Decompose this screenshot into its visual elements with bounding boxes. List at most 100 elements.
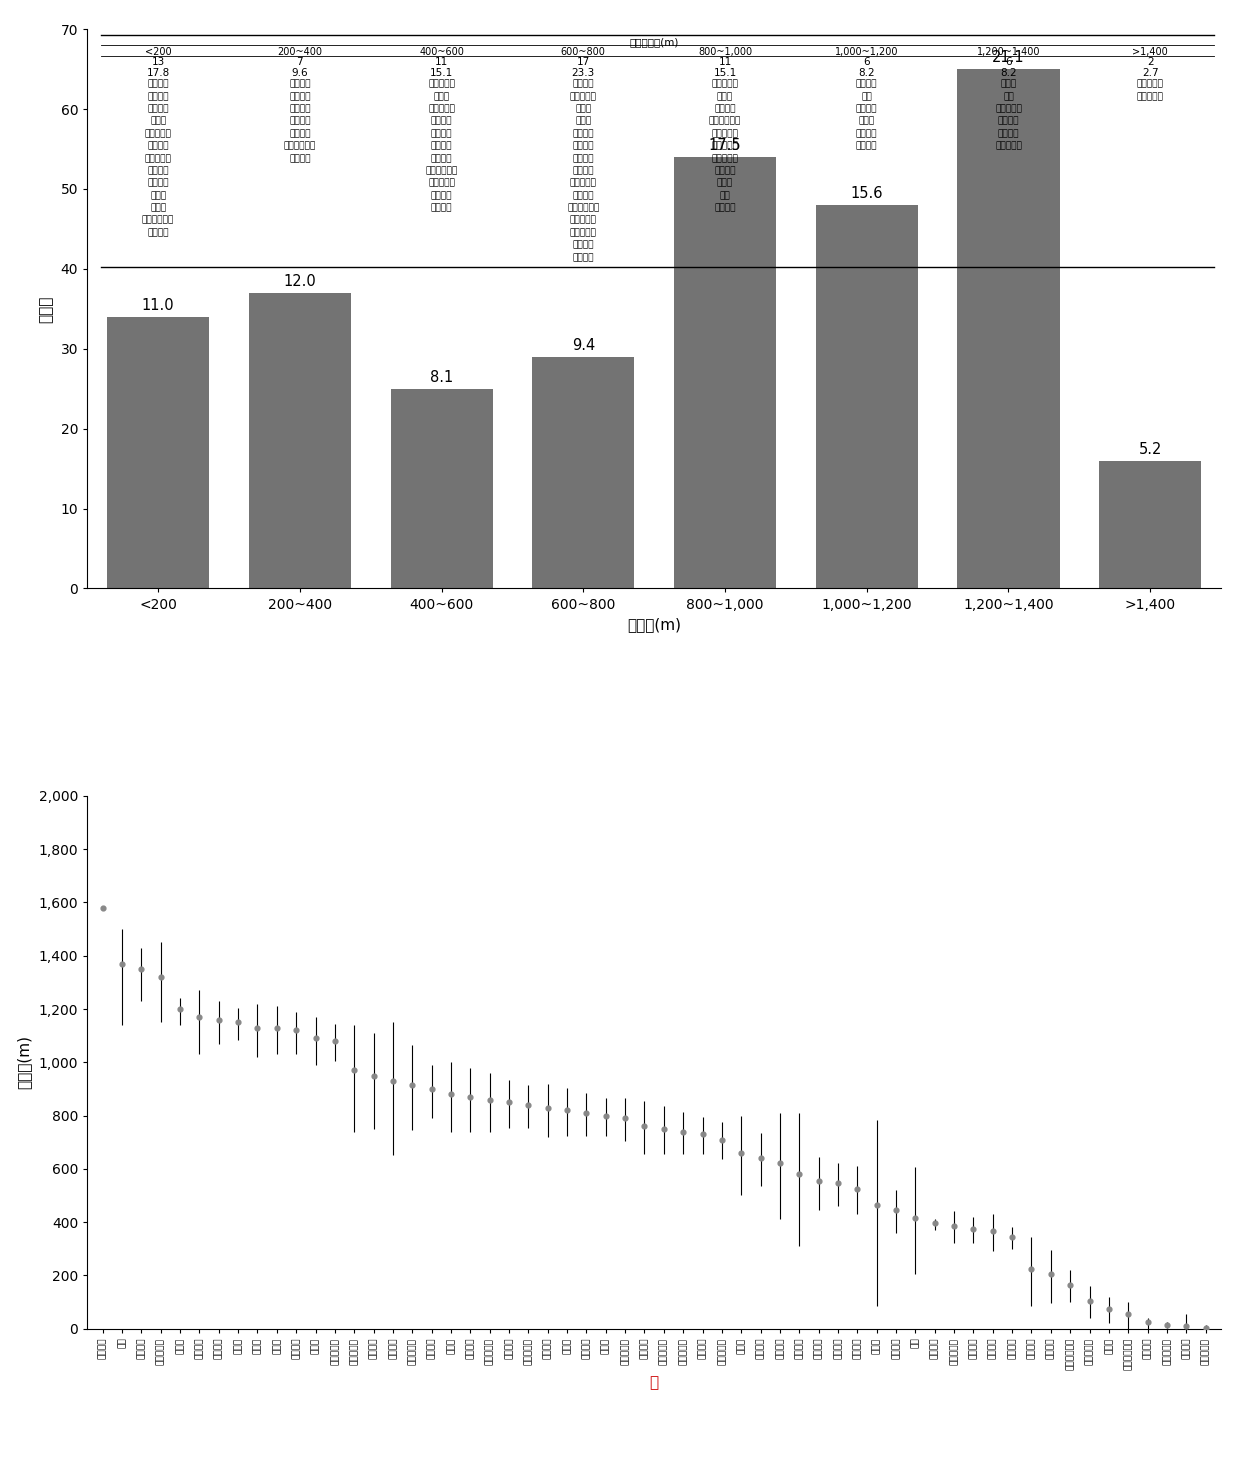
Point [673,1120,693,1143]
Text: 21.1: 21.1 [992,50,1024,66]
Point [1118,1302,1138,1326]
Text: 들메나무: 들메나무 [856,79,877,89]
Text: 신갈나무: 신갈나무 [714,104,736,114]
Text: 후박나무: 후박나무 [147,166,169,175]
Text: 구상나무: 구상나무 [856,128,877,139]
Point [1176,1315,1196,1339]
Text: 단발수: 단발수 [150,203,166,212]
Text: 6: 6 [863,57,870,67]
Point [634,1114,654,1137]
Text: 물황철나무: 물황철나무 [711,128,739,139]
Text: 2.7: 2.7 [1141,69,1159,79]
Text: 17: 17 [577,57,589,67]
Point [364,1064,384,1088]
Text: 구실잋밤나무: 구실잋밤나무 [284,142,316,150]
Y-axis label: 개체수: 개체수 [39,295,54,323]
Point [518,1094,538,1117]
Point [402,1073,422,1096]
Text: 졸참: 졸참 [861,92,872,101]
Point [538,1096,558,1120]
Text: 8.2: 8.2 [1001,69,1017,79]
Text: 5.2: 5.2 [1139,442,1163,457]
Text: >1,400: >1,400 [1133,47,1168,57]
Text: 갈참나무: 갈참나무 [147,142,169,150]
Text: 중국굴피: 중국굴피 [431,117,452,126]
Point [171,997,191,1021]
Point [131,958,151,981]
Point [654,1117,674,1140]
Text: 아광나무: 아광나무 [998,117,1019,126]
Text: 성갓나무: 성갓나무 [289,79,310,89]
Point [731,1142,751,1165]
Text: 팔배나무: 팔배나무 [572,253,594,261]
Text: 솔송나무: 솔송나무 [289,92,310,101]
Text: 23.3: 23.3 [572,69,594,79]
Text: 9.4: 9.4 [572,337,594,353]
Text: 9.6: 9.6 [292,69,308,79]
Text: 쪽버들: 쪽버들 [576,104,592,114]
Point [421,1077,441,1101]
Point [596,1104,616,1127]
Text: 비드나무: 비드나무 [431,142,452,150]
Text: 가래나무: 가래나무 [572,191,594,200]
Point [577,1101,597,1124]
Text: 검식나무: 검식나무 [147,228,169,237]
Point [770,1152,790,1175]
Text: 1,200~1,400: 1,200~1,400 [977,47,1040,57]
Text: 8.2: 8.2 [858,69,875,79]
Text: 섬볳나무: 섬볳나무 [572,153,594,164]
Bar [390,388,492,588]
Point [925,1212,944,1235]
Text: 사스래나무: 사스래나무 [1136,92,1164,101]
Text: 11: 11 [435,57,449,67]
Text: 굴피나무: 굴피나무 [289,128,310,139]
Text: 13: 13 [152,57,164,67]
Point [750,1146,770,1169]
Text: 박달나무: 박달나무 [572,128,594,139]
Point [983,1219,1003,1242]
Point [1099,1296,1119,1320]
Text: 물무레나무: 물무레나무 [569,92,597,101]
Text: 모밀잋밤나무: 모밀잋밤나무 [142,216,174,225]
Point [1002,1225,1022,1248]
Text: 참가시나무: 참가시나무 [429,178,455,187]
Text: 11.0: 11.0 [142,298,174,312]
Text: 물박달나무: 물박달나무 [996,142,1022,150]
Text: 말채나무: 말채나무 [147,79,169,89]
Text: 푸조나무: 푸조나무 [289,153,310,164]
Text: 15.6: 15.6 [851,185,883,201]
Point [112,952,132,975]
Text: 굴의달채나무: 굴의달채나무 [709,117,741,126]
Text: 상수리나무: 상수리나무 [145,128,172,139]
Text: 복장나무: 복장나무 [856,142,877,150]
Text: 난티나무: 난티나무 [572,142,594,150]
Text: 6: 6 [1006,57,1012,67]
Point [963,1218,983,1241]
Text: <200: <200 [145,47,172,57]
Text: 참볳살나무: 참볳살나무 [569,216,597,225]
Text: 8.1: 8.1 [430,369,454,385]
Bar [1099,461,1201,588]
Text: 신갈나무: 신갈나무 [856,104,877,114]
Text: 단풍나무: 단풍나무 [289,117,310,126]
Point [1158,1313,1177,1336]
Text: 600~800: 600~800 [561,47,606,57]
Text: 200~400: 200~400 [278,47,323,57]
Point [1040,1263,1060,1286]
Text: 17.5: 17.5 [709,139,741,153]
Text: 감향나무: 감향나무 [147,178,169,187]
Text: 시어나무: 시어나무 [431,153,452,164]
Text: 피나무: 피나무 [858,117,875,126]
Bar [249,293,351,588]
Text: 노린재나무: 노린재나무 [429,104,455,114]
Bar [532,356,634,588]
Text: 조강비들: 조강비들 [572,166,594,175]
Point [344,1058,364,1082]
Point [151,965,171,988]
X-axis label: 낙: 낙 [649,1375,659,1390]
Text: 큰솔: 큰솔 [720,191,730,200]
Text: 12.0: 12.0 [283,274,316,289]
Text: 11: 11 [719,57,731,67]
Point [789,1162,809,1186]
Point [441,1082,461,1105]
